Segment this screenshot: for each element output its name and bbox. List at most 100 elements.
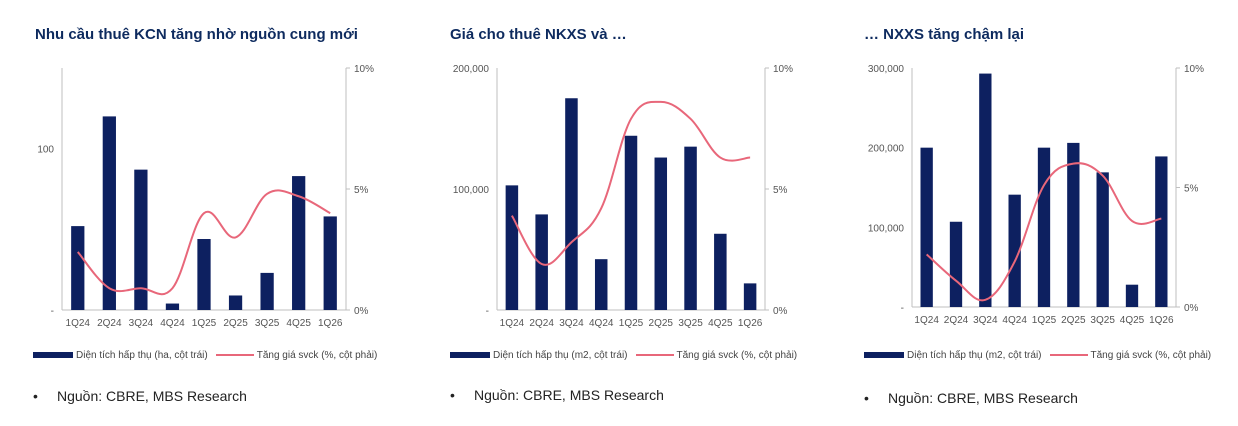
right-tick-label: 5% — [1184, 184, 1199, 195]
legend-bar-swatch — [450, 352, 490, 358]
x-tick-label: 4Q25 — [708, 318, 733, 329]
right-tick-label: 0% — [354, 306, 369, 317]
chart-title: Nhu cầu thuê KCN tăng nhờ nguồn cung mới — [35, 26, 358, 43]
chart-3-svg: - 100,000 200,000 300,000 0% 5% 10% 1Q24 2Q24 3Q2… — [868, 64, 1204, 326]
right-tick-label: 10% — [354, 64, 374, 75]
x-tick-label: 2Q25 — [1061, 315, 1086, 326]
bar-2Q25 — [228, 295, 243, 310]
left-tick-label: 200,000 — [868, 144, 905, 155]
left-tick-label: 200,000 — [453, 64, 490, 75]
bar-3Q25 — [684, 146, 697, 310]
bar-4Q24 — [165, 303, 180, 310]
chart-1-svg: - 100 0% 5% 10% 1Q24 2Q24 3Q24 4Q24 1Q25 2Q25 3Q25 4… — [37, 64, 374, 329]
chart-legend: Diện tích hấp thụ (m2, cột trái) Tăng gi… — [450, 348, 797, 362]
bar-1Q24 — [71, 226, 85, 310]
left-tick-label: 100 — [37, 145, 54, 156]
legend-bar-swatch — [864, 352, 904, 358]
source-note: • Nguồn: CBRE, MBS Research — [864, 390, 1078, 406]
x-tick-label: 1Q26 — [738, 318, 763, 329]
legend-line-label: Tăng giá svck (%, cột phải) — [1090, 349, 1212, 361]
bar-3Q24 — [979, 73, 992, 308]
bar-4Q25 — [714, 233, 727, 310]
chart-title: … NXXS tăng chậm lại — [864, 26, 1025, 43]
left-tick-label: 300,000 — [868, 64, 905, 75]
x-tick-label: 2Q25 — [649, 318, 674, 329]
bar-1Q25 — [624, 135, 638, 310]
bar-1Q26 — [743, 283, 757, 310]
right-tick-label: 5% — [354, 185, 369, 196]
source-note: • Nguồn: CBRE, MBS Research — [450, 387, 664, 403]
line-series-price-growth — [511, 100, 751, 266]
chart-legend: Diện tích hấp thụ (m2, cột trái) Tăng gi… — [864, 348, 1211, 362]
chart-2-svg: - 100,000 200,000 0% 5% 10% 1Q24 2Q24 3Q24 4Q24 1Q… — [453, 64, 793, 329]
chart-panel-1: Nhu cầu thuê KCN tăng nhờ nguồn cung mới… — [0, 0, 400, 426]
bar-2Q24 — [949, 221, 963, 307]
x-tick-label: 4Q24 — [589, 318, 614, 329]
bar-2Q24 — [102, 116, 116, 311]
bar-2Q24 — [535, 214, 548, 310]
bar-1Q25 — [197, 239, 211, 310]
chart-panel-3: … NXXS tăng chậm lại - 100,000 200,000 300,… — [829, 0, 1234, 426]
bar-3Q25 — [1096, 172, 1109, 307]
bullet: • — [450, 387, 455, 403]
right-tick-label: 0% — [1184, 303, 1199, 314]
source-text: Nguồn: CBRE, MBS Research — [888, 390, 1078, 406]
right-tick-label: 10% — [1184, 64, 1204, 75]
bar-3Q24 — [565, 98, 578, 310]
source-text: Nguồn: CBRE, MBS Research — [57, 388, 247, 404]
line-series-price-growth — [925, 162, 1162, 302]
chart-title: Giá cho thuê NKXS và … — [450, 26, 627, 43]
bar-1Q26 — [1155, 156, 1168, 307]
x-tick-label: 2Q25 — [223, 318, 248, 329]
x-tick-label: 1Q26 — [318, 318, 343, 329]
x-tick-label: 2Q24 — [97, 318, 122, 329]
left-tick-label: 100,000 — [453, 185, 490, 196]
bar-1Q25 — [1037, 147, 1051, 307]
right-tick-label: 5% — [773, 185, 788, 196]
legend-line-swatch — [1049, 354, 1088, 356]
x-tick-label: 4Q24 — [1002, 315, 1027, 326]
x-tick-label: 3Q24 — [129, 318, 154, 329]
bar-4Q24 — [1008, 194, 1021, 307]
bar-4Q25 — [1125, 284, 1139, 307]
x-tick-label: 3Q25 — [255, 318, 280, 329]
legend-bar-label: Diện tích hấp thụ (ha, cột trái) — [76, 349, 208, 361]
source-note: • Nguồn: CBRE, MBS Research — [33, 388, 247, 404]
bar-2Q25 — [1067, 142, 1080, 307]
left-tick-label: 100,000 — [868, 223, 905, 234]
bullet: • — [864, 390, 869, 406]
x-tick-label: 3Q24 — [559, 318, 584, 329]
x-tick-label: 1Q25 — [192, 318, 217, 329]
left-tick-label: - — [486, 306, 489, 317]
right-tick-label: 10% — [773, 64, 793, 75]
legend-bar-label: Diện tích hấp thụ (m2, cột trái) — [907, 349, 1042, 361]
bar-1Q26 — [323, 216, 337, 310]
chart-panel-2: Giá cho thuê NKXS và … - 100,000 200,000 0%… — [415, 0, 815, 426]
source-text: Nguồn: CBRE, MBS Research — [474, 387, 664, 403]
x-tick-label: 4Q25 — [286, 318, 311, 329]
x-tick-label: 1Q24 — [500, 318, 525, 329]
x-tick-label: 4Q25 — [1120, 315, 1145, 326]
bar-4Q25 — [292, 176, 306, 310]
x-tick-label: 1Q24 — [914, 315, 939, 326]
bar-2Q25 — [654, 157, 668, 310]
x-tick-label: 3Q25 — [678, 318, 703, 329]
x-tick-label: 3Q24 — [973, 315, 998, 326]
legend-bar-swatch — [33, 352, 73, 358]
right-tick-label: 0% — [773, 306, 788, 317]
bar-4Q24 — [594, 259, 608, 310]
x-tick-label: 2Q24 — [529, 318, 554, 329]
legend-line-label: Tăng giá svck (%, cột phải) — [676, 349, 798, 361]
legend-bar-label: Diện tích hấp thụ (m2, cột trái) — [493, 349, 628, 361]
x-tick-label: 1Q24 — [66, 318, 91, 329]
legend-line-label: Tăng giá svck (%, cột phải) — [256, 349, 378, 361]
chart-legend: Diện tích hấp thụ (ha, cột trái) Tăng gi… — [33, 348, 377, 362]
legend-line-swatch — [215, 354, 254, 356]
legend-line-swatch — [635, 354, 674, 356]
x-tick-label: 1Q25 — [619, 318, 644, 329]
x-tick-label: 3Q25 — [1090, 315, 1115, 326]
bar-1Q24 — [920, 147, 933, 307]
x-tick-label: 2Q24 — [944, 315, 969, 326]
x-tick-label: 4Q24 — [160, 318, 185, 329]
bar-1Q24 — [505, 185, 519, 310]
